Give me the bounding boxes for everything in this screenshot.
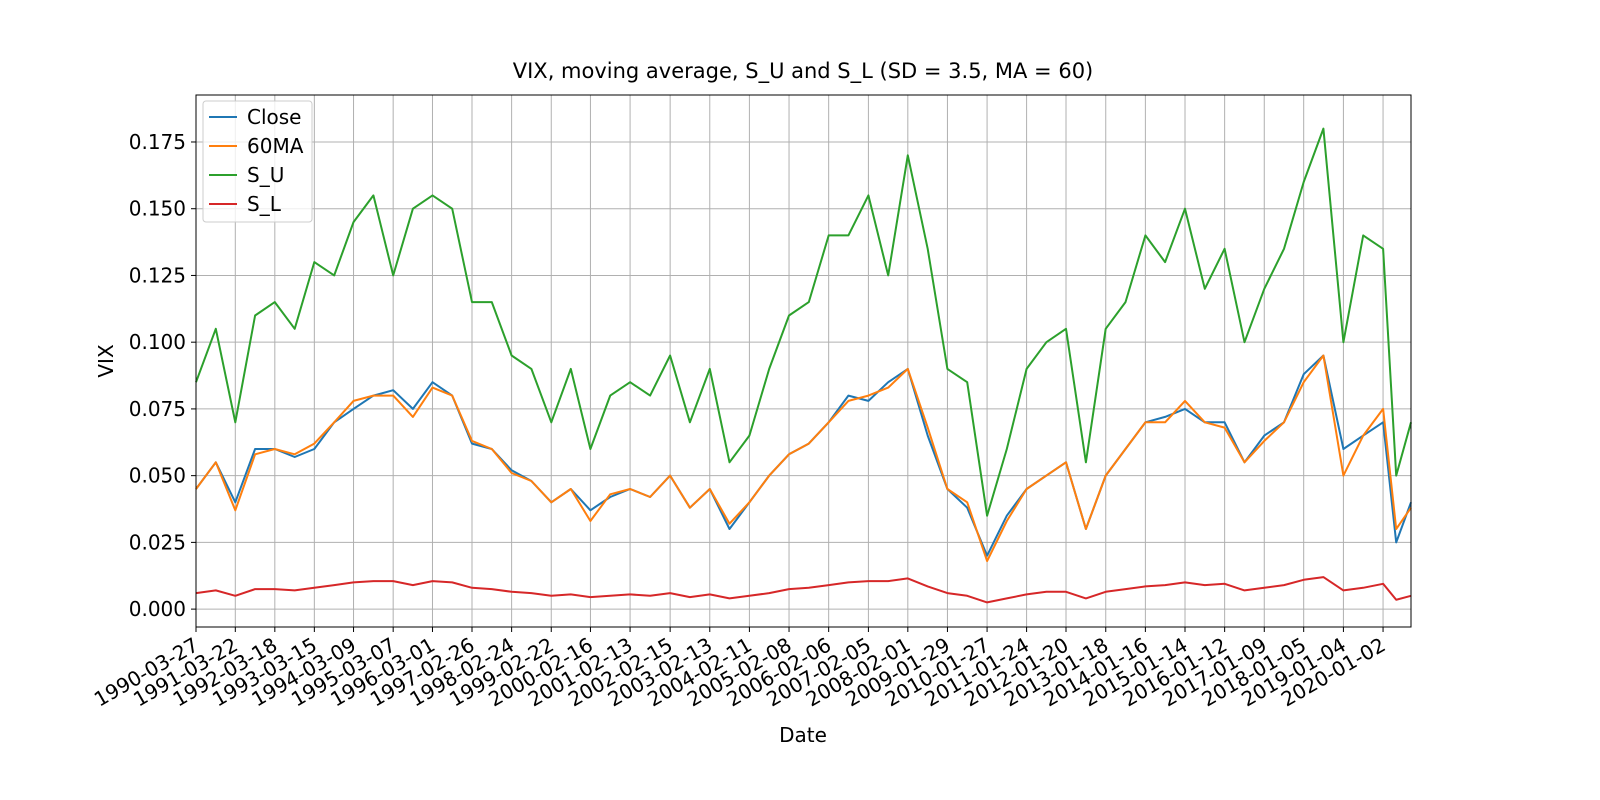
legend-label: 60MA — [247, 134, 304, 158]
legend-label: Close — [247, 105, 301, 129]
series-line — [195, 354, 1412, 563]
x-axis-label: Date — [779, 723, 827, 747]
chart-title: VIX, moving average, S_U and S_L (SD = 3… — [513, 59, 1094, 84]
y-tick-label: 0.175 — [129, 130, 186, 154]
y-tick-label: 0.050 — [129, 464, 186, 488]
legend-box — [202, 100, 313, 223]
y-tick-label: 0.125 — [129, 263, 186, 287]
plot-frame — [195, 94, 1412, 628]
series-line — [195, 354, 1412, 557]
y-tick-label: 0.000 — [129, 597, 186, 621]
y-axis-label: VIX — [94, 344, 118, 378]
series-line — [195, 127, 1412, 517]
legend-label: S_U — [247, 163, 284, 187]
y-tick-label: 0.075 — [129, 397, 186, 421]
series-line — [195, 576, 1412, 604]
legend-label: S_L — [247, 192, 282, 216]
y-tick-label: 0.025 — [129, 530, 186, 554]
y-tick-label: 0.150 — [129, 197, 186, 221]
y-tick-label: 0.100 — [129, 330, 186, 354]
